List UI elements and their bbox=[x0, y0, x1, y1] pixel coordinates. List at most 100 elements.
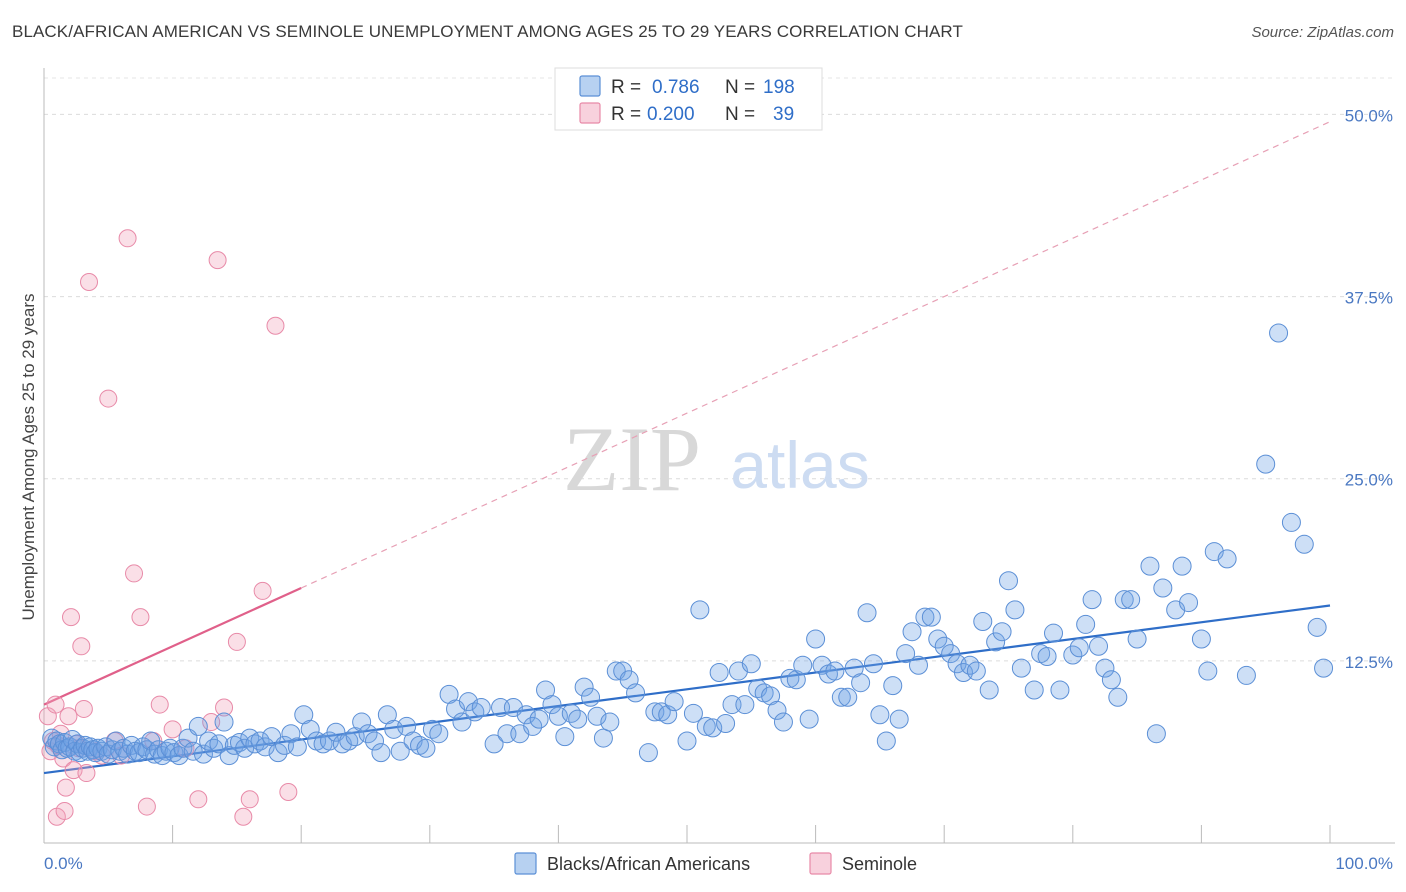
black-point-146 bbox=[857, 603, 877, 623]
black-point-52 bbox=[235, 738, 255, 758]
black-point-63 bbox=[300, 719, 320, 739]
black-point-173 bbox=[1037, 646, 1057, 666]
seminole-point-27 bbox=[150, 695, 169, 714]
seminole-point-38 bbox=[266, 316, 285, 335]
seminole-trend-extension bbox=[300, 121, 1331, 589]
black-point-174 bbox=[1044, 623, 1064, 643]
black-point-148 bbox=[870, 705, 890, 725]
black-point-194 bbox=[1198, 661, 1218, 681]
source-label: Source: ZipAtlas.com bbox=[1251, 24, 1394, 41]
seminole-point-15 bbox=[77, 764, 96, 783]
black-point-73 bbox=[365, 731, 385, 751]
black-point-133 bbox=[773, 712, 793, 732]
legend-bottom-swatch-seminole bbox=[809, 852, 832, 875]
legend-swatch-seminole bbox=[579, 102, 601, 124]
seminole-point-36 bbox=[240, 790, 259, 809]
black-point-145 bbox=[851, 673, 871, 693]
black-point-167 bbox=[992, 622, 1012, 642]
black-point-199 bbox=[1269, 323, 1289, 343]
black-point-56 bbox=[255, 737, 275, 757]
black-point-153 bbox=[902, 622, 922, 642]
black-point-2 bbox=[47, 731, 67, 751]
y-tick-label-0: 12.5% bbox=[1345, 653, 1393, 672]
black-point-184 bbox=[1114, 590, 1134, 610]
black-point-202 bbox=[1307, 617, 1327, 637]
black-point-188 bbox=[1146, 724, 1166, 744]
black-point-176 bbox=[1063, 645, 1083, 665]
black-point-81 bbox=[416, 738, 436, 758]
black-point-134 bbox=[780, 668, 800, 688]
black-point-114 bbox=[645, 702, 665, 722]
black-point-36 bbox=[156, 741, 176, 761]
black-point-120 bbox=[690, 600, 710, 620]
black-point-104 bbox=[574, 677, 594, 697]
legend-n-value-black: 198 bbox=[763, 77, 795, 98]
watermark-atlas: atlas bbox=[730, 428, 869, 502]
series-legend: Blacks/African Americans Seminole bbox=[514, 852, 917, 875]
black-point-138 bbox=[806, 629, 826, 649]
black-point-124 bbox=[716, 714, 736, 734]
legend-bottom-label-seminole: Seminole bbox=[842, 854, 917, 874]
axes bbox=[43, 68, 1395, 844]
black-point-18 bbox=[88, 738, 108, 758]
black-point-181 bbox=[1095, 658, 1115, 678]
black-point-48 bbox=[214, 712, 234, 732]
black-point-99 bbox=[542, 695, 562, 715]
black-point-71 bbox=[352, 712, 372, 732]
black-point-105 bbox=[581, 687, 601, 707]
seminole-point-13 bbox=[72, 637, 91, 656]
legend-r-value-seminole: 0.200 bbox=[647, 104, 695, 125]
black-point-159 bbox=[941, 644, 961, 664]
black-point-186 bbox=[1127, 629, 1147, 649]
black-point-29 bbox=[129, 743, 149, 763]
black-point-141 bbox=[825, 661, 845, 681]
black-point-106 bbox=[587, 706, 607, 726]
seminole-point-25 bbox=[137, 797, 156, 816]
black-point-149 bbox=[876, 731, 896, 751]
black-point-189 bbox=[1153, 578, 1173, 598]
black-point-96 bbox=[523, 716, 543, 736]
black-point-155 bbox=[915, 607, 935, 627]
black-trend-line bbox=[43, 604, 1331, 775]
black-point-112 bbox=[626, 683, 646, 703]
black-point-156 bbox=[921, 607, 941, 627]
black-point-23 bbox=[106, 731, 126, 751]
black-point-170 bbox=[1011, 658, 1031, 678]
black-point-117 bbox=[664, 692, 684, 712]
seminole-point-3 bbox=[46, 695, 65, 714]
y-tick-label-1: 25.0% bbox=[1345, 471, 1393, 490]
black-point-177 bbox=[1069, 638, 1089, 658]
black-point-152 bbox=[896, 644, 916, 664]
black-point-128 bbox=[741, 654, 761, 674]
black-point-203 bbox=[1314, 658, 1334, 678]
seminole-point-22 bbox=[118, 229, 137, 248]
black-point-61 bbox=[287, 737, 307, 757]
black-point-123 bbox=[709, 663, 729, 683]
seminole-point-14 bbox=[74, 699, 93, 718]
black-point-76 bbox=[384, 719, 404, 739]
black-point-137 bbox=[799, 709, 819, 729]
y-tick-label-3: 50.0% bbox=[1345, 106, 1393, 125]
legend-n-value-seminole: 39 bbox=[773, 104, 794, 125]
black-point-86 bbox=[452, 712, 472, 732]
seminole-point-9 bbox=[62, 608, 81, 627]
seminole-point-19 bbox=[99, 389, 118, 408]
black-point-122 bbox=[703, 718, 723, 738]
black-point-147 bbox=[863, 654, 883, 674]
seminole-point-39 bbox=[279, 783, 298, 801]
black-point-197 bbox=[1236, 665, 1256, 685]
seminole-point-28 bbox=[163, 720, 182, 739]
black-point-77 bbox=[390, 741, 410, 761]
legend-bottom-swatch-black bbox=[514, 852, 537, 875]
black-point-24 bbox=[110, 741, 130, 761]
seminole-trend-line bbox=[43, 586, 302, 706]
black-point-30 bbox=[133, 737, 153, 757]
black-point-182 bbox=[1101, 670, 1121, 690]
black-point-151 bbox=[889, 709, 909, 729]
black-point-198 bbox=[1256, 454, 1276, 474]
black-point-100 bbox=[548, 706, 568, 726]
black-point-179 bbox=[1082, 590, 1102, 610]
black-point-72 bbox=[358, 724, 378, 744]
y-axis-label: Unemployment Among Ages 25 to 29 years bbox=[19, 294, 38, 621]
black-point-58 bbox=[268, 743, 288, 763]
